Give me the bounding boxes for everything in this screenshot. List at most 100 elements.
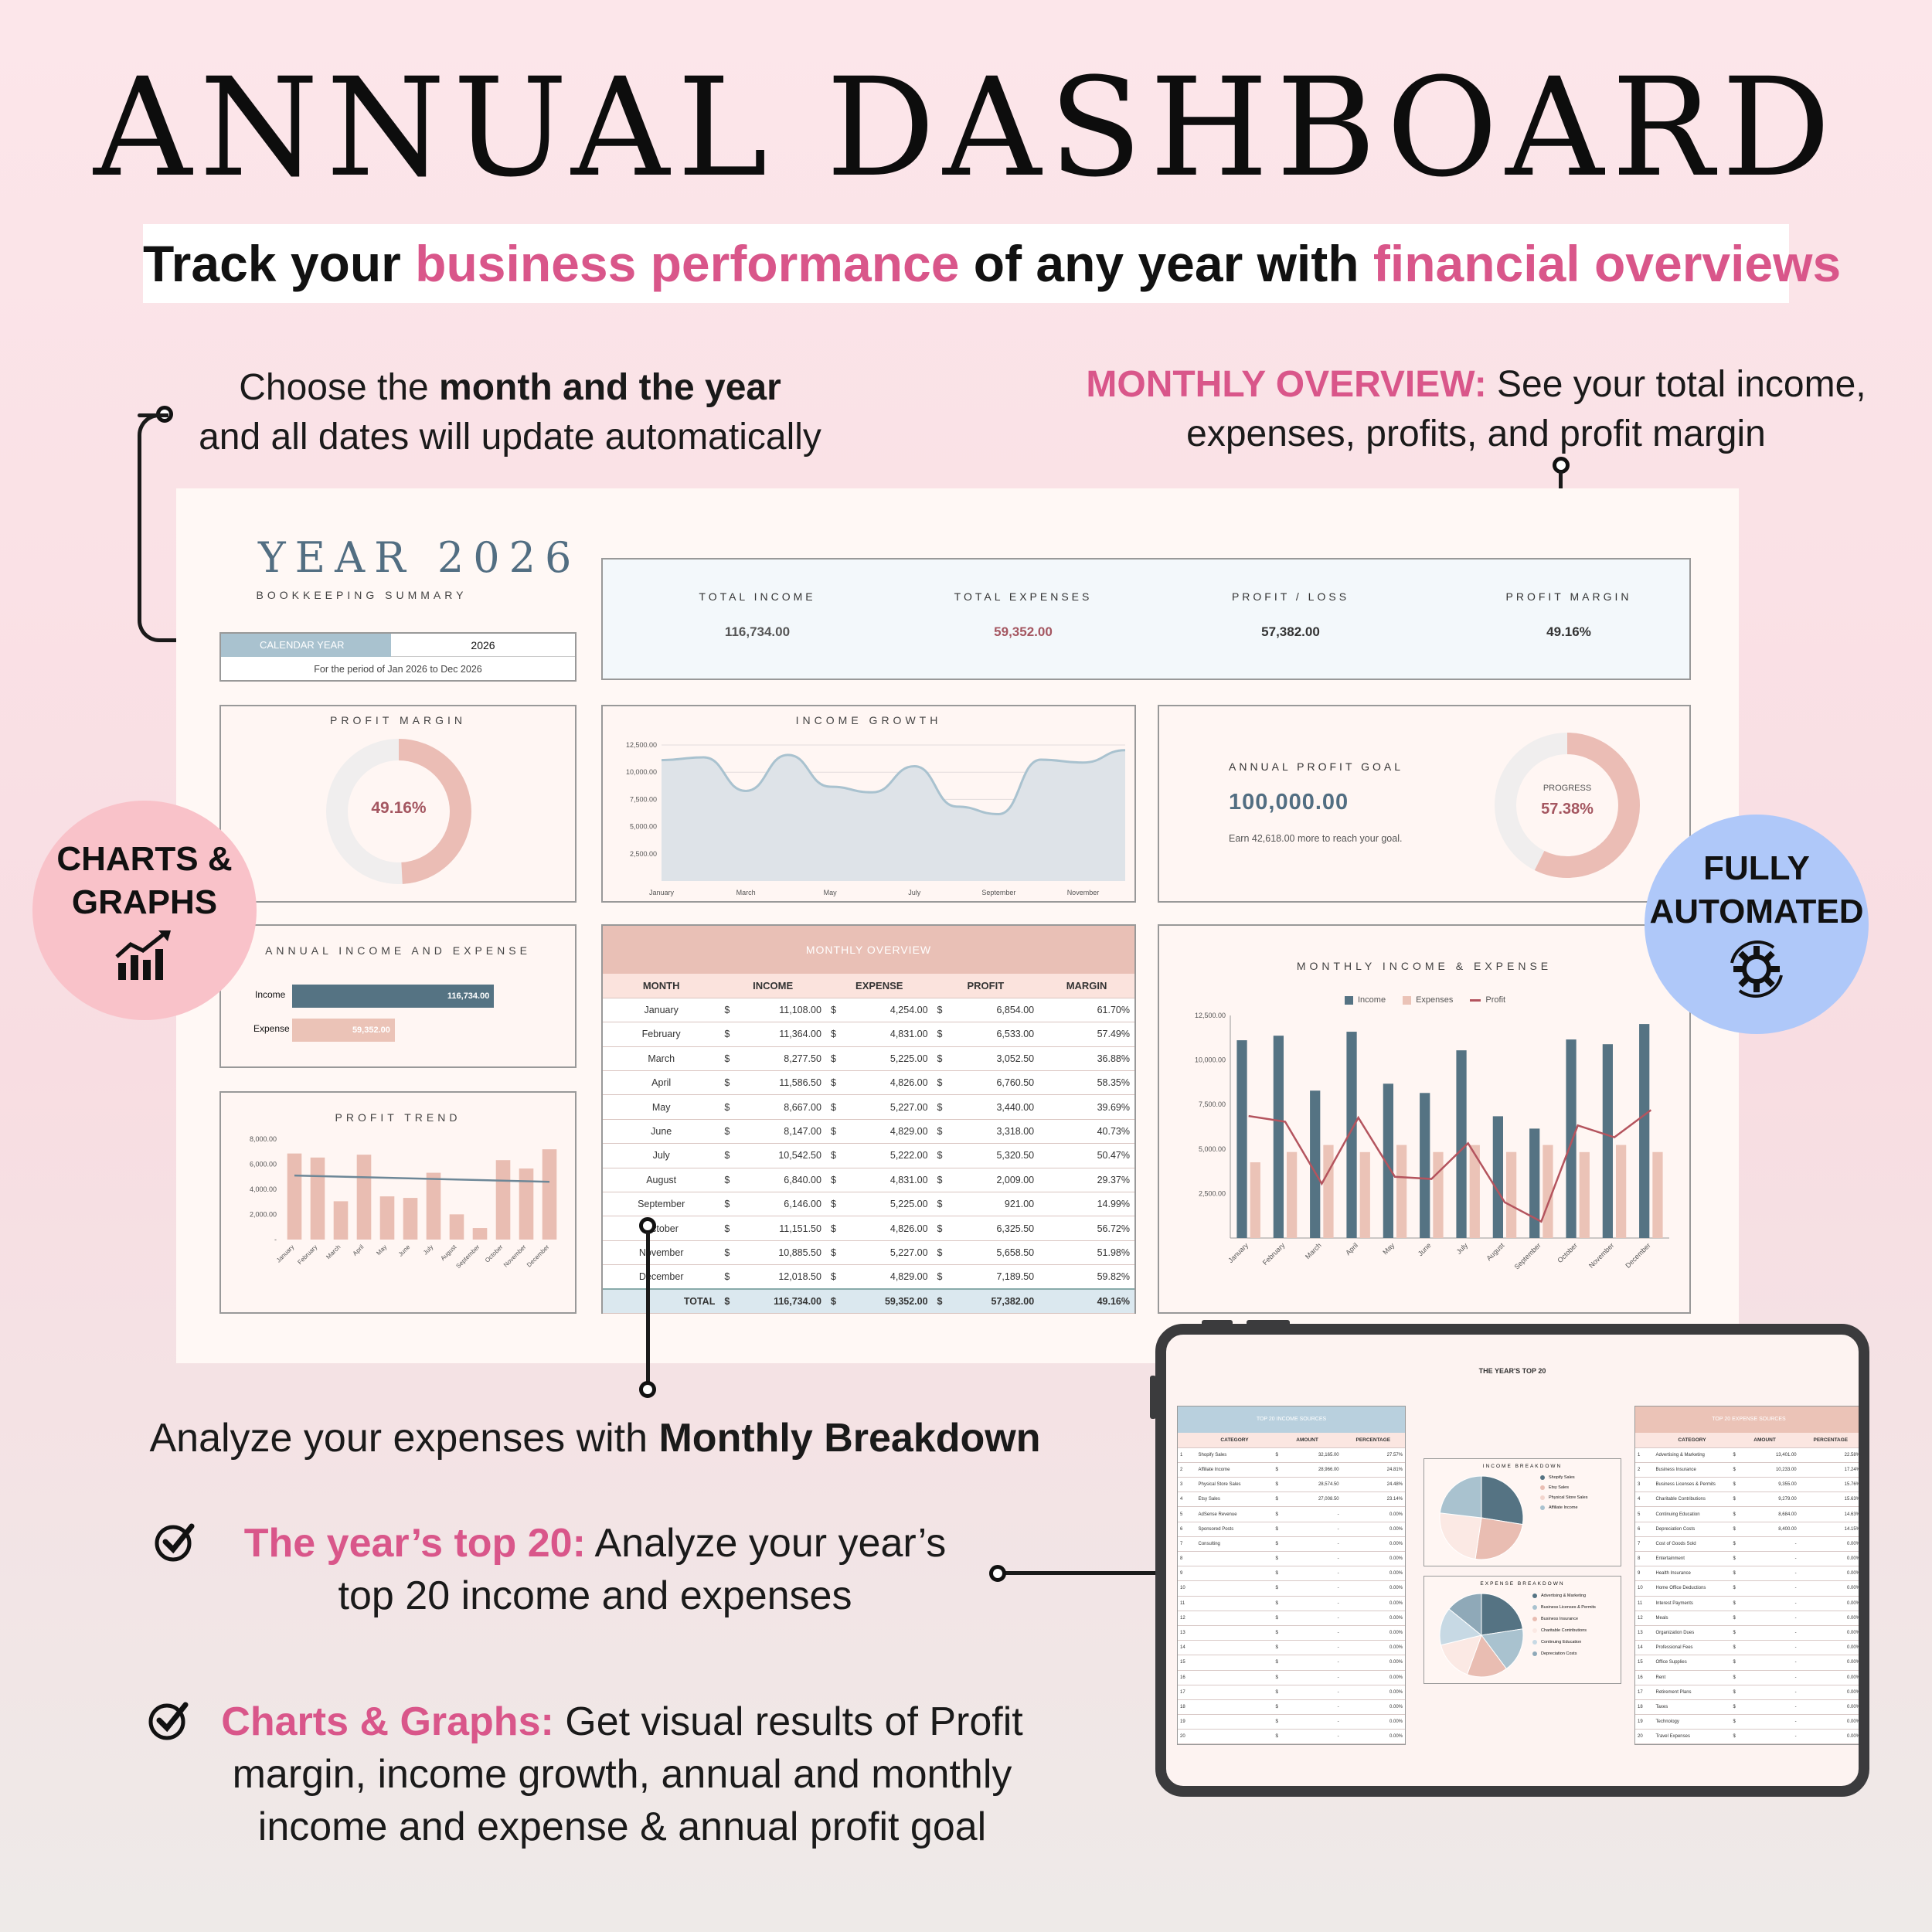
legend-label: Business Insurance: [1541, 1617, 1578, 1621]
expense-bar: [1616, 1145, 1627, 1238]
rank-cell: 1: [1178, 1447, 1196, 1463]
rank-cell: 11: [1635, 1596, 1654, 1611]
income-area: [662, 750, 1125, 881]
kpi-total-income: TOTAL INCOME 116,734.00: [649, 590, 866, 640]
table-row: 19 $ -0.00%: [1178, 1714, 1405, 1730]
profit-cell: $5,658.50: [932, 1240, 1039, 1266]
amount-cell: $ -: [1730, 1714, 1799, 1730]
cell-value: 27,008.50: [1318, 1497, 1339, 1502]
currency: $: [937, 1247, 943, 1258]
margin-cell: 29.37%: [1039, 1168, 1134, 1193]
profit-cell: $921.00: [932, 1192, 1039, 1217]
category-cell: Meals: [1653, 1611, 1731, 1626]
expense-cell: $4,831.00: [825, 1168, 933, 1193]
rank-cell: 7: [1635, 1536, 1654, 1553]
kpi-label: PROFIT MARGIN: [1505, 590, 1632, 603]
table-row: 15 $ -0.00%: [1178, 1655, 1405, 1671]
expense-bar: [1396, 1145, 1407, 1238]
rank-cell: 6: [1635, 1522, 1654, 1537]
income-bar: [1639, 1024, 1650, 1238]
cell-value: 11,151.50: [779, 1223, 821, 1234]
currency: $: [1275, 1734, 1278, 1740]
trend-line: [294, 1174, 550, 1183]
expense-bar: [1323, 1145, 1334, 1238]
table-row: 10 Home Office Deductions $ -0.00%: [1635, 1580, 1859, 1597]
percentage-cell: 0.00%: [1798, 1625, 1859, 1641]
profit-cell: $6,854.00: [932, 998, 1039, 1023]
profit-cell: $6,760.50: [932, 1070, 1039, 1096]
total-margin: 49.16%: [1039, 1288, 1134, 1314]
y-tick-label: 12,500.00: [626, 741, 657, 749]
pie-slice: [1466, 1634, 1507, 1678]
pie-slice: [1481, 1475, 1524, 1526]
callout-text: Choose the: [239, 367, 440, 408]
bullet-line: top 20 income and expenses: [338, 1573, 852, 1618]
callout-bold: month and the year: [439, 367, 781, 408]
legend-item: Affiliate Income: [1540, 1503, 1587, 1513]
cell-value: 4,831.00: [889, 1029, 928, 1040]
table-row: 12 $ -0.00%: [1178, 1611, 1405, 1626]
margin-cell: 57.49%: [1039, 1022, 1134, 1047]
kpi-label: TOTAL INCOME: [699, 590, 816, 603]
goal-progress-value: 57.38%: [1541, 801, 1594, 818]
expense-cell: $4,831.00: [825, 1022, 933, 1047]
currency: $: [724, 1101, 730, 1113]
category-cell: Consulting: [1196, 1536, 1274, 1553]
category-cell: [1196, 1611, 1274, 1626]
goal-value: 100,000.00: [1229, 790, 1349, 815]
rank-cell: 8: [1178, 1551, 1196, 1567]
top20-income-table: TOP 20 INCOME SOURCES CATEGORY AMOUNT PERC…: [1177, 1406, 1406, 1746]
monthly-income-expense-card: MONTHLY INCOME & EXPENSE Income Expenses…: [1158, 924, 1691, 1314]
expense-bar: [1543, 1145, 1553, 1238]
x-tick-label: March: [736, 889, 756, 896]
x-tick-label: November: [1587, 1241, 1615, 1269]
amount-cell: $8,400.00: [1730, 1522, 1799, 1537]
gear-refresh-icon: [1730, 940, 1783, 998]
tagline-highlight: business performance: [415, 235, 960, 292]
percentage-cell: 0.00%: [1341, 1551, 1405, 1567]
amount-cell: $27,008.50: [1273, 1492, 1342, 1508]
legend-label: Profit: [1485, 995, 1506, 1005]
legend-label: Affiliate Income: [1549, 1505, 1578, 1510]
currency: $: [830, 1053, 836, 1064]
cell-value: -: [1794, 1631, 1797, 1636]
profit-bar: [426, 1172, 441, 1240]
kpi-label: TOTAL EXPENSES: [954, 590, 1093, 603]
legend-profit: Profit: [1470, 995, 1505, 1005]
callout-highlight: MONTHLY OVERVIEW:: [1086, 364, 1487, 405]
currency: $: [1275, 1482, 1278, 1488]
bullet-highlight: The year’s top 20:: [243, 1521, 586, 1566]
bullet-line: income and expense & annual profit goal: [257, 1804, 987, 1849]
calendar-year-box: CALENDAR YEAR 2026 For the period of Jan…: [219, 632, 577, 682]
kpi-strip: TOTAL INCOME 116,734.00 TOTAL EXPENSES 5…: [601, 558, 1691, 680]
currency: $: [1275, 1615, 1278, 1621]
profit-trend-card: PROFIT TREND - 2,000.00 4,000.00 6,000.00 8,…: [219, 1091, 577, 1314]
income-bar: [1236, 1040, 1247, 1238]
x-tick-label: November: [1067, 889, 1100, 896]
cell-value: 10,542.50: [778, 1150, 821, 1162]
amount-cell: $ -: [1730, 1566, 1799, 1582]
legend-label: Shopify Sales: [1549, 1475, 1575, 1480]
rank-cell: 1: [1635, 1447, 1654, 1463]
x-tick-label: May: [824, 889, 838, 896]
badge-line: CHARTS &: [56, 840, 233, 878]
profit-bar: [356, 1155, 372, 1240]
currency: $: [724, 1077, 730, 1089]
cell-value: 5,222.00: [889, 1150, 928, 1162]
calendar-year-input[interactable]: 2026: [391, 634, 575, 657]
margin-cell: 56.72%: [1039, 1216, 1134, 1241]
tagline-highlight: financial overviews: [1372, 235, 1842, 292]
cell-value: 10,233.00: [1775, 1467, 1797, 1472]
callout-line: expenses, profits, and profit margin: [1186, 413, 1766, 454]
income-cell: $11,151.50: [719, 1216, 826, 1241]
income-bar: [1346, 1032, 1357, 1238]
y-tick-label: 4,000.00: [250, 1185, 277, 1193]
total-expense: $59,352.00: [825, 1288, 933, 1314]
table-row: 3 Physical Store Sales $28,574.50 24.48%: [1178, 1477, 1405, 1493]
rank-cell: 14: [1635, 1640, 1654, 1656]
currency: $: [830, 1199, 836, 1210]
category-cell: [1196, 1566, 1274, 1582]
income-cell: $12,018.50: [719, 1264, 826, 1290]
table-row: 18 $ -0.00%: [1178, 1699, 1405, 1716]
percentage-cell: 17.24%: [1798, 1462, 1859, 1478]
